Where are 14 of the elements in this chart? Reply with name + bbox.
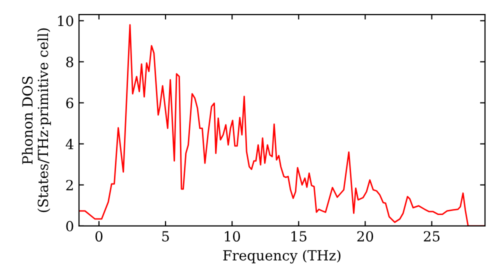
y-tick-label: 6 bbox=[66, 98, 74, 108]
y-tick-label: 8 bbox=[66, 56, 74, 68]
x-tick-label: 15 bbox=[291, 231, 306, 242]
y-tick-label: 2 bbox=[66, 180, 73, 190]
y-axis-title: Phonon DOS (States/THz·primitive cell) bbox=[22, 28, 51, 212]
x-tick-label: 25 bbox=[424, 231, 440, 242]
x-axis-title: Frequency (THz) bbox=[223, 250, 340, 264]
x-tick-label: 20 bbox=[357, 231, 374, 242]
x-tick-label: 10 bbox=[224, 231, 240, 242]
y-tick-label: 10 bbox=[58, 16, 74, 26]
x-tick-label: 0 bbox=[95, 231, 102, 242]
x-tick-label: 5 bbox=[162, 231, 169, 242]
y-tick-label: 0 bbox=[66, 220, 74, 232]
y-tick-label: 4 bbox=[66, 138, 74, 150]
